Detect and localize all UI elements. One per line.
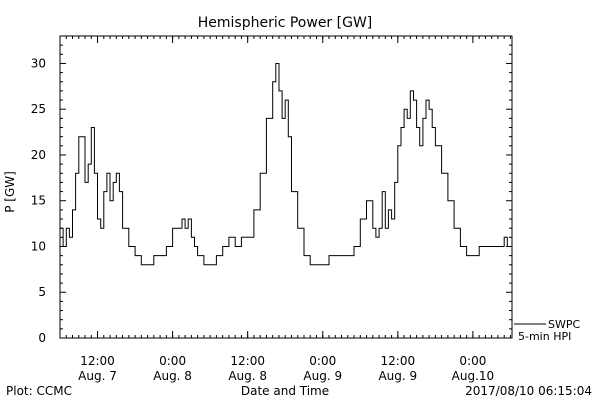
y-tick-label: 20	[31, 148, 46, 162]
legend-label-swpc: SWPC	[548, 318, 580, 331]
series-layer	[60, 63, 512, 266]
x-axis-label: Date and Time	[241, 384, 329, 398]
y-axis-label: P [GW]	[3, 171, 17, 213]
x-tick-label-time: 12:00	[80, 354, 115, 368]
x-tick-label-date: Aug. 9	[303, 369, 342, 383]
x-tick-label-time: 0:00	[459, 354, 486, 368]
legend: SWPC 5-min HPI	[514, 318, 580, 343]
y-tick-label: 5	[38, 285, 46, 299]
x-tick-label-date: Aug. 7	[78, 369, 117, 383]
legend-label-hpi: 5-min HPI	[518, 330, 571, 343]
x-tick-label-time: 0:00	[159, 354, 186, 368]
y-tick-label: 10	[31, 239, 46, 253]
series-line-swpc	[60, 63, 512, 266]
y-axis: 0 5 10 15 20 25 30	[31, 35, 512, 345]
y-tick-label: 30	[31, 56, 46, 70]
x-tick-label-time: 12:00	[230, 354, 265, 368]
x-tick-label-date: Aug. 8	[153, 369, 192, 383]
plot-area	[59, 35, 513, 339]
x-tick-label-time: 12:00	[381, 354, 416, 368]
y-tick-label: 25	[31, 102, 46, 116]
x-tick-label-date: Aug. 9	[378, 369, 417, 383]
x-tick-label-date: Aug. 8	[228, 369, 267, 383]
x-tick-label-date: Aug.10	[452, 369, 495, 383]
plot-credit: Plot: CCMC	[6, 384, 72, 398]
chart-title: Hemispheric Power [GW]	[198, 15, 373, 31]
y-tick-label: 15	[31, 194, 46, 208]
plot-timestamp: 2017/08/10 06:15:04	[465, 384, 592, 398]
y-tick-label: 0	[38, 331, 46, 345]
x-tick-label-time: 0:00	[309, 354, 336, 368]
